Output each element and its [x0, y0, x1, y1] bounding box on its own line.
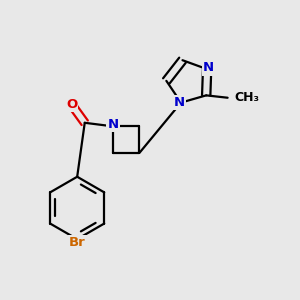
- Text: N: N: [174, 96, 185, 109]
- Text: N: N: [107, 118, 118, 131]
- Text: O: O: [66, 98, 77, 111]
- Text: CH₃: CH₃: [234, 91, 259, 104]
- Text: Br: Br: [69, 236, 86, 249]
- Text: N: N: [203, 61, 214, 74]
